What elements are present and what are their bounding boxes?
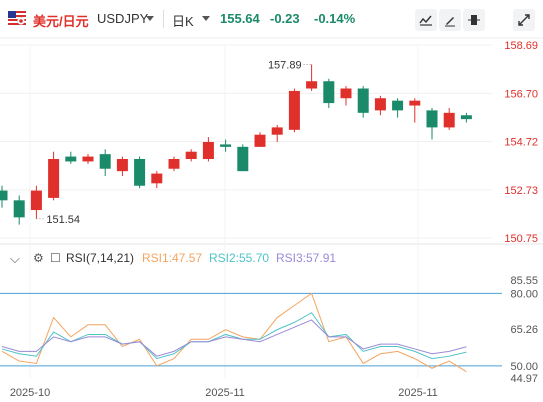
price-change: -0.23 [270, 11, 300, 26]
rsi-series-line [1, 319, 467, 357]
candle-body [392, 100, 404, 111]
line-draw-icon [419, 15, 432, 26]
line-draw-button[interactable] [415, 9, 437, 31]
y-tick-label: 150.75 [504, 233, 538, 245]
gear-icon[interactable]: ⚙ [33, 251, 44, 265]
candle-body [185, 151, 197, 160]
high-annotation: 157.89 [268, 59, 302, 71]
y-tick-label: 154.72 [504, 137, 538, 149]
candle-body [460, 115, 472, 120]
expand-button[interactable] [513, 9, 535, 31]
candle-body [30, 190, 42, 211]
rsi2-value: RSI2:55.70 [209, 251, 270, 265]
candle-body [13, 200, 25, 218]
candle-body [340, 88, 352, 99]
rsi3-value: RSI3:57.91 [276, 251, 337, 265]
candle-body [254, 134, 266, 147]
rsi-header: ⌵ ⚙ ☐ RSI(7,14,21) RSI1:47.57 RSI2:55.70… [0, 248, 543, 268]
pen-button[interactable] [439, 9, 461, 31]
rsi-y-tick-label: 44.97 [510, 373, 538, 385]
low-annotation: 151.54 [46, 214, 80, 226]
x-tick-label: 2025-11 [205, 387, 245, 399]
candle-body [409, 100, 421, 106]
candle-body [306, 81, 318, 89]
candle-body [220, 144, 232, 147]
candle-body [0, 190, 8, 201]
pen-icon [445, 17, 455, 27]
candle-body [116, 159, 128, 172]
candle-body [271, 127, 283, 135]
chevron-down-icon[interactable] [202, 16, 210, 21]
us-flag-icon [8, 11, 26, 25]
candle-body [168, 159, 180, 169]
current-price: 155.64 [220, 11, 260, 26]
candle-body [237, 146, 249, 172]
candle-body [426, 110, 438, 128]
rsi-series-line [1, 292, 467, 373]
expand-icon [518, 14, 530, 26]
rsi-label: RSI(7,14,21) [66, 251, 135, 265]
x-tick-label: 2025-11 [398, 387, 438, 399]
rsi-series-line [1, 312, 467, 360]
rsi-y-tick-label: 85.55 [510, 275, 538, 287]
candle-body [374, 98, 386, 111]
rsi-y-tick-label: 65.26 [510, 324, 538, 336]
rsi-y-tick-label: 50.00 [510, 361, 538, 373]
y-tick-label: 156.70 [504, 88, 538, 100]
candle-body [134, 159, 146, 186]
width-button[interactable] [463, 9, 485, 31]
pair-cn-label: 美元/日元 [33, 14, 89, 29]
candle-body [357, 88, 369, 113]
y-tick-label: 158.69 [504, 40, 538, 52]
rsi1-value: RSI1:47.57 [142, 251, 203, 265]
width-icon [468, 15, 480, 25]
candle-body [202, 141, 214, 160]
toggle-icon[interactable]: ☐ [50, 251, 61, 265]
candle-body [82, 156, 94, 162]
chart-header: 美元/日元 USDJPY 日K 155.64 -0.23 -0.14% [0, 0, 543, 38]
pair-symbol[interactable]: USDJPY [97, 11, 149, 26]
x-tick-label: 2025-10 [10, 387, 50, 399]
candle-body [99, 154, 111, 169]
candle-body [323, 81, 335, 104]
divider [163, 10, 164, 28]
candle-body [48, 159, 60, 198]
candle-body [443, 112, 455, 128]
collapse-icon[interactable]: ⌵ [10, 251, 20, 266]
chevron-down-icon[interactable] [146, 16, 154, 21]
candle-body [151, 173, 163, 184]
y-tick-label: 152.73 [504, 185, 538, 197]
rsi-y-tick-label: 80.00 [510, 288, 538, 300]
candle-body [65, 156, 77, 162]
candle-body [288, 90, 300, 130]
price-change-pct: -0.14% [314, 11, 356, 26]
period-selector[interactable]: 日K [172, 14, 194, 29]
